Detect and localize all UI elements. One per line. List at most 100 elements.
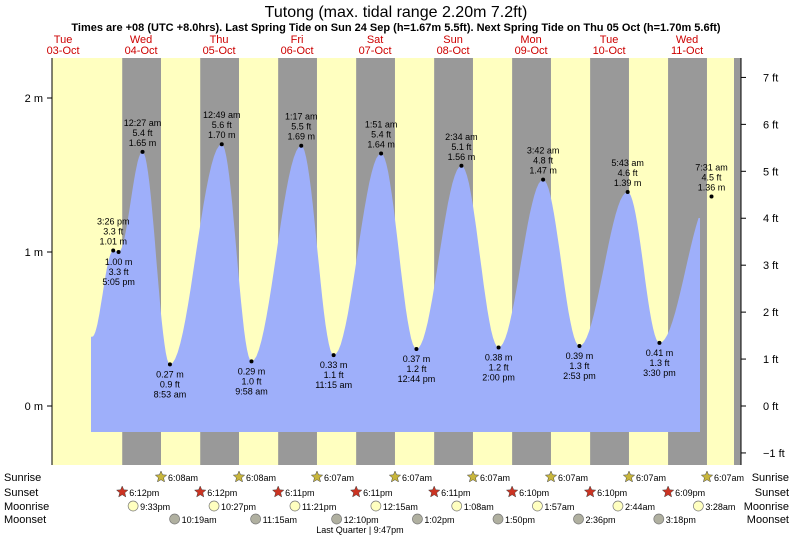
- tide-label-line: 5.5 ft: [291, 122, 312, 132]
- moonset-time: 1:02pm: [424, 515, 454, 525]
- tide-label: 1:17 am5.5 ft1.69 m: [285, 112, 318, 142]
- tide-label: 0.41 m1.3 ft3:30 pm: [643, 348, 676, 378]
- tide-label-line: 0.33 m: [320, 360, 348, 370]
- y-tick-label-ft: 0 ft: [763, 401, 778, 413]
- sunrise-time: 6:08am: [246, 473, 276, 483]
- moonset-circle-icon: [492, 513, 504, 525]
- moonrise-time: 10:27pm: [221, 502, 256, 512]
- sunrise-star-icon: [544, 470, 558, 483]
- row-label-left: Sunrise: [4, 472, 41, 484]
- tide-label-line: 1.1 ft: [324, 370, 345, 380]
- moonrise-circle-icon: [370, 500, 382, 512]
- tide-point: [657, 340, 662, 345]
- y-tick-label-ft: 4 ft: [763, 213, 778, 225]
- day-label-dow: Tue: [54, 34, 73, 46]
- moonrise-circle-icon: [532, 500, 543, 512]
- day-label-date: 10-Oct: [593, 45, 626, 57]
- day-label-dow: Wed: [130, 34, 152, 46]
- tide-label: 12:27 am5.4 ft1.65 m: [124, 118, 162, 148]
- tide-label-line: 0.37 m: [403, 354, 431, 364]
- tide-label: 0.38 m1.2 ft2:00 pm: [482, 352, 515, 382]
- moonrise-time: 1:57am: [544, 502, 574, 512]
- sunset-star-icon: [115, 485, 129, 498]
- tide-point: [709, 194, 714, 199]
- day-label-dow: Mon: [520, 34, 541, 46]
- sunset-time: 6:11pm: [285, 488, 314, 498]
- day-label-date: 06-Oct: [281, 45, 314, 57]
- chart-subtitle: Times are +08 (UTC +8.0hrs). Last Spring…: [71, 22, 721, 34]
- y-tick-label-ft: 6 ft: [763, 119, 778, 131]
- moonrise-circle-icon: [612, 500, 624, 512]
- y-tick-label-ft: 3 ft: [763, 260, 778, 272]
- tide-label-line: 4.5 ft: [702, 173, 723, 183]
- tide-point: [496, 345, 501, 350]
- sunset-star-icon: [349, 485, 363, 498]
- sunset-star-icon: [193, 485, 207, 498]
- y-tick-label-ft: 1 ft: [763, 354, 778, 366]
- moonset-circle-icon: [653, 513, 665, 525]
- tide-label-line: 1.01 m: [99, 236, 127, 246]
- tide-point: [116, 250, 121, 254]
- sunrise-time: 6:07am: [480, 473, 510, 483]
- tide-label-line: 9:58 am: [235, 386, 268, 396]
- row-label-right: Moonset: [747, 514, 789, 526]
- day-label-date: 04-Oct: [125, 45, 158, 57]
- tide-label-line: 5.6 ft: [212, 120, 233, 130]
- tide-label-line: 1:17 am: [285, 112, 318, 122]
- moonset-circle-icon: [169, 513, 180, 525]
- sunset-star-icon: [661, 485, 675, 498]
- moonrise-time: 1:08am: [464, 502, 494, 512]
- tide-label-line: 1.2 ft: [489, 362, 510, 372]
- sunrise-star-icon: [388, 470, 402, 483]
- y-tick-label-m: 0 m: [25, 401, 43, 413]
- tide-label: 5:43 am4.6 ft1.39 m: [611, 158, 644, 188]
- tide-label-line: 5:05 pm: [102, 277, 135, 287]
- day-label-date: 03-Oct: [47, 45, 80, 57]
- tide-label: 3:26 pm3.3 ft1.01 m: [97, 216, 130, 246]
- row-label-right: Sunrise: [752, 472, 789, 484]
- moonset-time: 11:15am: [263, 515, 297, 525]
- moonrise-circle-icon: [451, 500, 463, 512]
- y-tick-label-ft: 5 ft: [763, 166, 778, 178]
- tide-label: 1:51 am5.4 ft1.64 m: [365, 119, 398, 149]
- sunset-time: 6:11pm: [441, 488, 470, 498]
- moonrise-circle-icon: [693, 500, 704, 512]
- tide-label-line: 0.39 m: [566, 351, 594, 361]
- tide-label-line: 0.9 ft: [160, 379, 181, 389]
- tide-label-line: 5.4 ft: [371, 129, 392, 139]
- tide-point: [459, 163, 464, 168]
- tide-label: 0.29 m1.0 ft9:58 am: [235, 366, 268, 396]
- sunrise-star-icon: [232, 470, 246, 483]
- tide-label: 3:42 am4.8 ft1.47 m: [527, 146, 560, 176]
- tide-label: 2:34 am5.1 ft1.56 m: [445, 132, 478, 162]
- tide-point: [625, 189, 630, 194]
- sunset-time: 6:10pm: [519, 488, 549, 498]
- sunrise-time: 6:07am: [402, 473, 432, 483]
- tide-point: [379, 151, 384, 156]
- sunset-time: 6:09pm: [675, 488, 705, 498]
- moonrise-time: 11:21pm: [302, 502, 336, 512]
- y-ticks: 2 m 1 m 0 m 7 ft 6 ft 5 ft 4 ft 3 ft 2 ft 1 ft 0 f…: [25, 72, 785, 460]
- tide-label-line: 2:34 am: [445, 132, 478, 142]
- tide-label-line: 3.3 ft: [109, 267, 130, 277]
- day-label-dow: Tue: [600, 34, 619, 46]
- tide-label-line: 3:26 pm: [97, 216, 130, 226]
- sunrise-time: 6:07am: [558, 473, 588, 483]
- tide-label-line: 1.39 m: [614, 178, 642, 188]
- moonrise-time: 2:44am: [625, 502, 655, 512]
- tide-label-line: 1.64 m: [367, 139, 395, 149]
- moon-phase-note: Last Quarter | 9:47pm: [316, 525, 403, 535]
- tide-label-line: 5:43 am: [611, 158, 644, 168]
- sunrise-time: 6:07am: [636, 473, 666, 483]
- tide-label-line: 1.0 ft: [241, 376, 262, 386]
- tide-label-line: 5.4 ft: [133, 128, 154, 138]
- sunrise-time: 6:07am: [324, 473, 354, 483]
- tide-point: [140, 149, 145, 154]
- moonset-circle-icon: [250, 513, 261, 525]
- tide-label-line: 1.56 m: [448, 152, 476, 162]
- sunrise-star-icon: [622, 470, 636, 483]
- tide-label-line: 12:49 am: [203, 110, 241, 120]
- tide-label-line: 0.41 m: [646, 348, 674, 358]
